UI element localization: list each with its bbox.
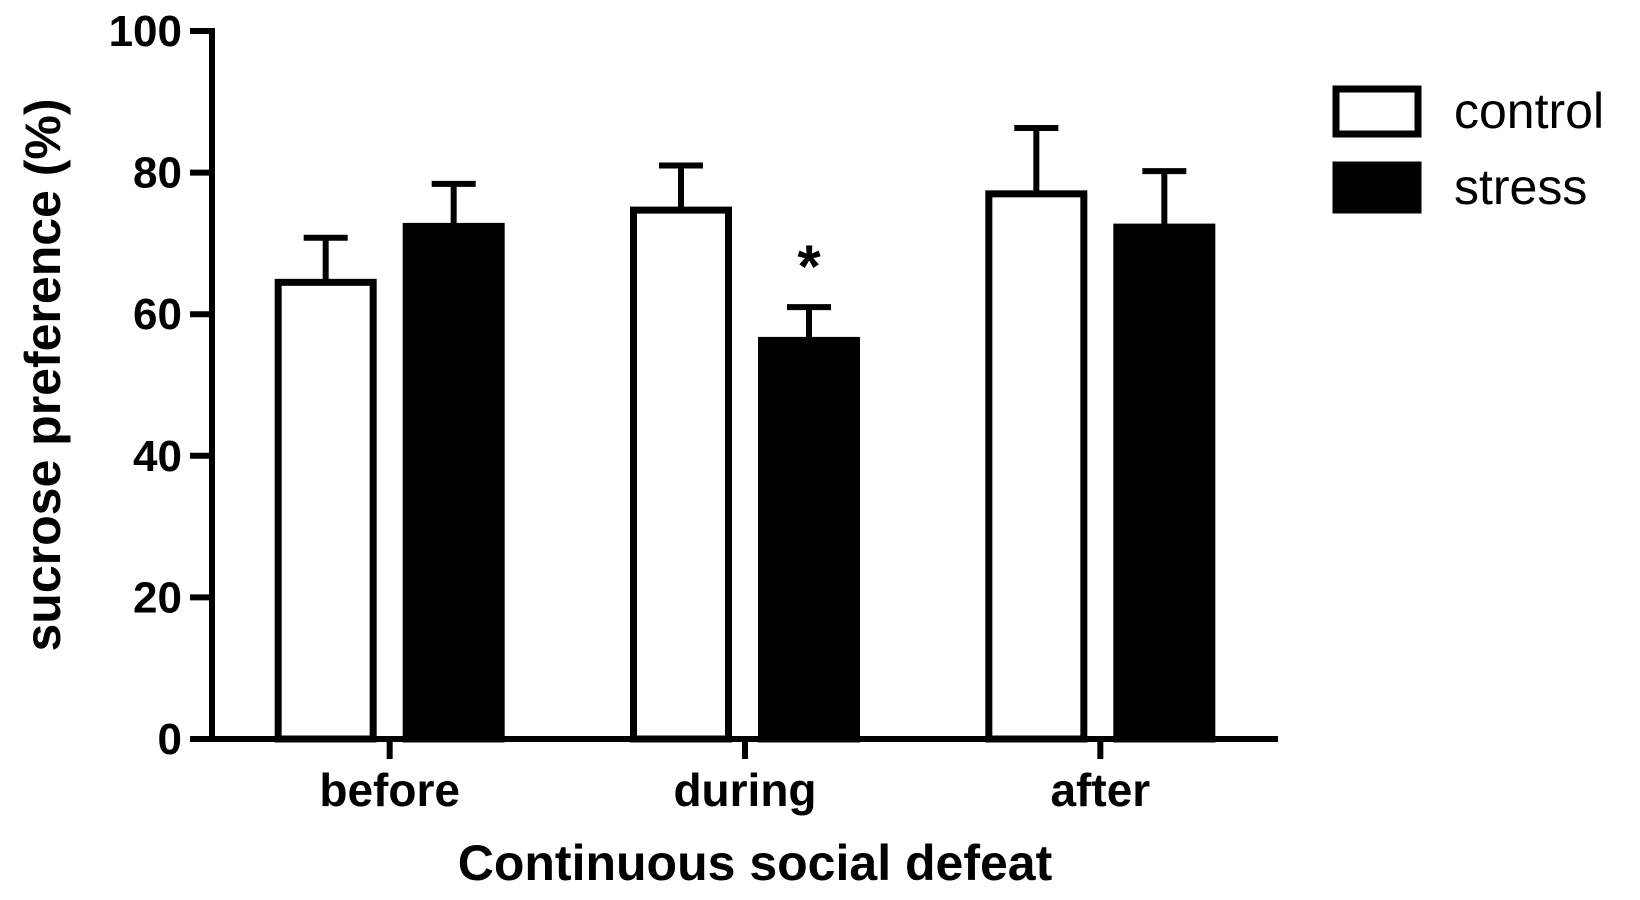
y-tick-label-2: 40 [133, 432, 182, 481]
bar-control-after [985, 190, 1088, 743]
significance-marker-0: * [797, 233, 821, 300]
legend: control stress [1332, 83, 1604, 215]
bar-stress-before [402, 222, 505, 743]
y-tick-label-3: 60 [133, 290, 182, 339]
bar-stress-after [1113, 223, 1216, 743]
y-axis-title: sucrose preference (%) [15, 98, 71, 651]
bar-control-during [630, 206, 732, 743]
y-tick-label-4: 80 [133, 149, 182, 198]
x-tick-label-after: after [1050, 764, 1150, 816]
x-tick-label-before: before [319, 764, 460, 816]
legend-swatch-stress [1332, 161, 1422, 214]
y-tick-label-1: 20 [133, 573, 182, 622]
legend-label-stress: stress [1454, 159, 1587, 215]
plot-area: 0 20 40 60 80 100 before during after * [109, 7, 1278, 816]
bar-control-before [274, 278, 377, 743]
x-axis-title: Continuous social defeat [458, 835, 1053, 891]
bar-stress-during [758, 336, 860, 743]
legend-label-control: control [1454, 83, 1604, 139]
y-tick-label-0: 0 [158, 715, 182, 764]
x-tick-label-during: during [673, 764, 816, 816]
legend-swatch-control [1332, 85, 1422, 138]
y-tick-label-5: 100 [109, 7, 182, 56]
